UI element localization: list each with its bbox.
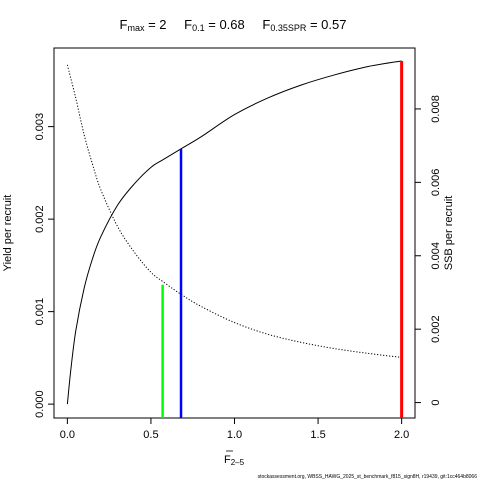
y-right-tick-label: 0.002 bbox=[430, 315, 442, 343]
x-tick-label: 2.0 bbox=[394, 429, 409, 441]
title-f01-value: = 0.68 bbox=[205, 17, 245, 32]
plot-area bbox=[53, 47, 416, 419]
title-fspr-subscript: 0.35SPR bbox=[270, 23, 307, 33]
x-axis-title-subscript: 2–5 bbox=[231, 458, 245, 467]
title-f01-subscript: 0.1 bbox=[192, 23, 205, 33]
y-left-axis: 0.000 0.001 0.002 0.003 bbox=[34, 113, 55, 418]
x-axis: 0.0 0.5 1.0 1.5 2.0 bbox=[60, 417, 409, 441]
yield-per-recruit-curve bbox=[66, 60, 402, 405]
title-fmax-subscript: max bbox=[127, 23, 145, 33]
chart-title: Fmax = 2 F0.1 = 0.68 F0.35SPR = 0.57 bbox=[120, 17, 347, 33]
footer-text: stockassessment.org, WBSS_HAWG_2025_st_b… bbox=[258, 474, 478, 480]
y-right-tick-label: 0 bbox=[430, 400, 442, 406]
x-tick-label: 1.5 bbox=[310, 429, 325, 441]
y-left-tick-label: 0.003 bbox=[34, 113, 46, 141]
x-tick-label: 0.0 bbox=[60, 429, 75, 441]
title-fmax-symbol: F bbox=[120, 17, 128, 32]
x-axis-title-symbol: F bbox=[224, 454, 231, 466]
title-fspr-value: = 0.57 bbox=[306, 17, 346, 32]
y-left-tick-label: 0.002 bbox=[34, 205, 46, 233]
ssb-per-recruit-curve bbox=[66, 64, 402, 358]
title-fmax-value: = 2 bbox=[144, 17, 166, 32]
x-tick-label: 1.0 bbox=[227, 429, 242, 441]
y-left-tick-label: 0.000 bbox=[34, 390, 46, 418]
y-right-tick-label: 0.008 bbox=[430, 95, 442, 123]
y-right-tick-label: 0.006 bbox=[430, 169, 442, 197]
y-right-tick-label: 0.004 bbox=[430, 242, 442, 270]
title-f01-symbol: F bbox=[184, 17, 192, 32]
x-tick-label: 0.5 bbox=[143, 429, 158, 441]
title-fspr-symbol: F bbox=[262, 17, 270, 32]
y-right-axis-title: SSB per recruit bbox=[443, 196, 455, 271]
x-axis-title: F2–5 bbox=[224, 454, 245, 467]
y-left-axis-title: Yield per recruit bbox=[2, 195, 14, 272]
y-right-axis: 0 0.002 0.004 0.006 0.008 bbox=[414, 95, 442, 406]
y-left-tick-label: 0.001 bbox=[34, 298, 46, 326]
